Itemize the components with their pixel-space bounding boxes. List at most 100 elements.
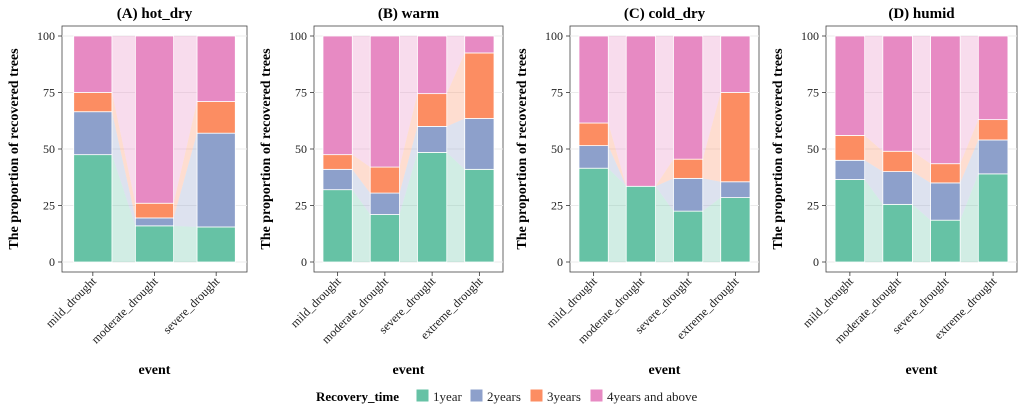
y-tick-label: 75 [807,86,819,100]
flow-4years-and-above [399,36,418,168]
y-tick-label: 100 [289,29,307,43]
legend-key-4years-and-above [589,388,604,403]
bar-segment-1year [625,185,656,263]
y-tick-label: 100 [801,29,819,43]
bar-segment-4years-and-above [73,35,113,93]
legend-label: 2years [487,389,521,404]
bar-segment-3years [882,150,913,172]
bar-segment-2years [134,217,175,227]
bar-segment-4years-and-above [196,35,236,102]
legend-label: 1year [433,389,463,404]
bar-segment-1year [834,179,866,263]
bar-segment-1year [196,226,236,263]
flow-1year [173,225,198,262]
x-axis-title: event [906,363,938,378]
legend-key-2years [469,388,484,403]
bar-segment-3years [673,158,704,179]
bar-segment-3years [977,119,1009,141]
y-tick-label: 50 [43,142,55,156]
bar-segment-2years [73,111,113,156]
bar-segment-3years [417,93,448,127]
flow-1year [399,152,418,262]
y-tick-label: 25 [807,199,819,213]
bar-segment-3years [73,92,113,113]
flow-1year [702,197,721,262]
flow-1year [446,152,465,262]
bar-segment-3years [930,163,961,184]
bar-segment-1year [417,151,448,263]
y-tick-label: 50 [807,142,819,156]
legend-label: 3years [547,389,581,404]
flow-2years [352,169,371,215]
y-tick-label: 25 [551,199,563,213]
y-tick-label: 50 [551,142,563,156]
bar-segment-2years [196,132,236,228]
bar-segment-2years [322,168,353,191]
flow-1year [960,173,979,262]
bar-segment-3years [464,52,495,119]
flow-3years [446,52,465,127]
legend-key-1year [415,388,430,403]
flow-2years [864,160,883,205]
x-axis-title: event [649,363,681,378]
bar-segment-1year [73,154,113,263]
flow-3years [608,123,627,187]
bar-segment-4years-and-above [625,35,656,187]
flow-3years [399,93,418,194]
bar-segment-2years [369,192,400,215]
bar-segment-2years [417,126,448,153]
bar-segment-2years [673,177,704,212]
flow-2years [912,171,931,221]
bar-segment-1year [673,210,704,263]
bar-segment-2years [720,181,751,198]
y-tick-label: 100 [545,29,563,43]
y-tick-label: 0 [813,255,819,269]
flow-3years [173,101,198,218]
flow-3years [352,154,371,194]
bar-segment-4years-and-above [930,35,961,165]
flow-4years-and-above [173,36,198,204]
bar-segment-3years [369,166,400,194]
bar-segment-1year [882,203,913,263]
flow-3years [702,92,721,182]
bar-segment-3years [834,135,866,161]
flow-3years [655,159,674,187]
y-tick-label: 0 [301,255,307,269]
bar-segment-4years-and-above [322,35,353,156]
legend-title: Recovery_time [316,389,399,404]
bar-segment-1year [578,167,609,263]
x-tick-label: severe_drought [160,274,223,337]
y-tick-label: 75 [43,86,55,100]
bar-segment-1year [322,189,353,263]
y-tick-label: 50 [295,142,307,156]
flow-4years-and-above [111,36,136,204]
bar-segment-3years [322,154,353,170]
bar-segment-2years [578,145,609,169]
flow-2years [608,145,627,187]
flow-2years [111,111,136,226]
y-axis-title: The proportion of recovered trees [515,48,530,250]
flow-1year [912,204,931,262]
x-axis-title: event [139,363,171,378]
y-tick-label: 75 [551,86,563,100]
bar-segment-2years [834,159,866,180]
flow-2years [446,118,465,170]
y-axis-title: The proportion of recovered trees [771,48,786,250]
bar-segment-4years-and-above [417,35,448,95]
legend: Recovery_time 1year 2years 3years 4years and… [316,388,697,404]
flow-3years [912,151,931,183]
flow-3years [960,119,979,183]
bar-segment-2years [464,118,495,170]
bar-segment-1year [930,219,961,263]
y-tick-label: 0 [49,255,55,269]
flow-4years-and-above [655,36,674,187]
y-axis-title: The proportion of recovered trees [7,48,22,250]
bar-segment-2years [977,139,1009,175]
y-tick-label: 25 [295,199,307,213]
panel-title: (A) hot_dry [117,6,193,22]
panel-title: (B) warm [378,6,440,22]
bar-segment-4years-and-above [464,35,495,54]
panel-title: (D) humid [888,6,955,22]
x-tick-label: mild_drought [43,274,100,331]
